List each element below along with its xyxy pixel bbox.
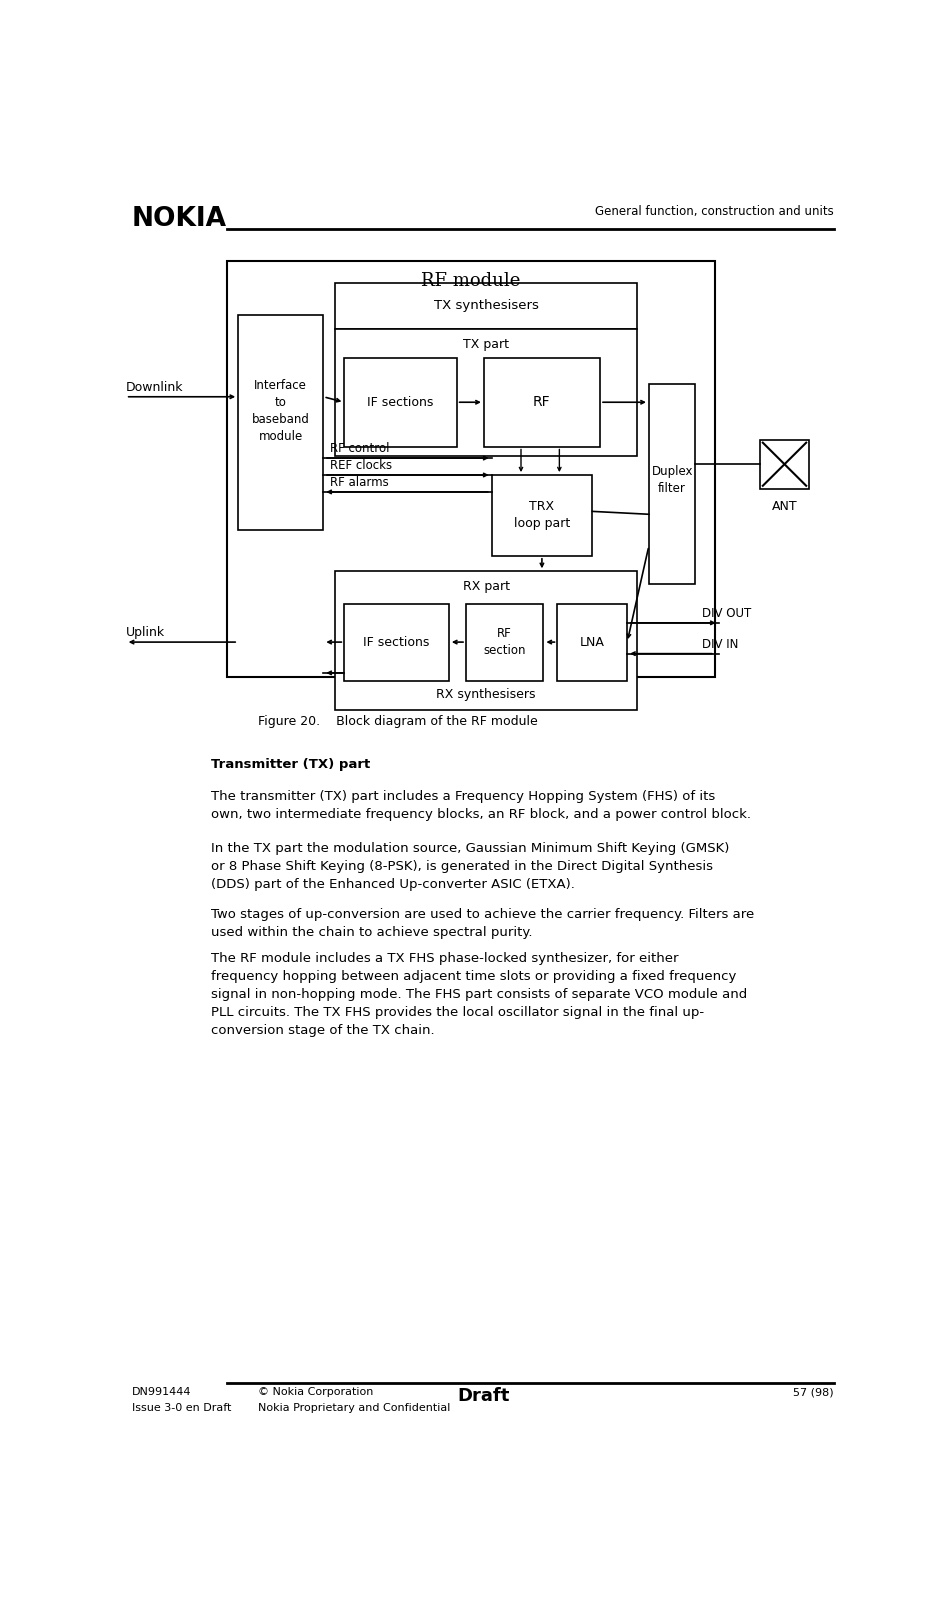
- Text: Interface
to
baseband
module: Interface to baseband module: [252, 378, 310, 442]
- Text: General function, construction and units: General function, construction and units: [596, 206, 834, 219]
- Text: Downlink: Downlink: [126, 380, 183, 394]
- FancyBboxPatch shape: [335, 572, 637, 709]
- Text: RF control: RF control: [329, 442, 389, 455]
- FancyBboxPatch shape: [345, 358, 457, 447]
- Text: 57 (98): 57 (98): [794, 1388, 834, 1397]
- Text: DIV IN: DIV IN: [701, 637, 738, 650]
- Text: RF alarms: RF alarms: [329, 476, 388, 489]
- Text: The transmitter (TX) part includes a Frequency Hopping System (FHS) of its
own, : The transmitter (TX) part includes a Fre…: [211, 791, 751, 821]
- Text: Duplex
filter: Duplex filter: [651, 465, 693, 495]
- FancyBboxPatch shape: [466, 604, 544, 680]
- Text: Issue 3-0 en Draft: Issue 3-0 en Draft: [132, 1402, 231, 1413]
- FancyBboxPatch shape: [484, 358, 600, 447]
- FancyBboxPatch shape: [227, 260, 715, 677]
- Text: TRX
loop part: TRX loop part: [514, 500, 570, 530]
- Text: RF: RF: [533, 394, 550, 409]
- Text: Draft: Draft: [458, 1388, 510, 1405]
- Text: NOKIA: NOKIA: [132, 206, 227, 232]
- FancyBboxPatch shape: [492, 474, 592, 556]
- Text: RF module: RF module: [421, 273, 520, 291]
- Text: RF
section: RF section: [483, 628, 526, 656]
- Text: In the TX part the modulation source, Gaussian Minimum Shift Keying (GMSK)
or 8 : In the TX part the modulation source, Ga…: [211, 842, 730, 891]
- Text: Uplink: Uplink: [126, 626, 165, 639]
- FancyBboxPatch shape: [557, 604, 627, 680]
- Text: RX synthesisers: RX synthesisers: [436, 688, 536, 701]
- Text: DN991444: DN991444: [132, 1388, 192, 1397]
- Text: Transmitter (TX) part: Transmitter (TX) part: [211, 757, 370, 771]
- Text: IF sections: IF sections: [363, 636, 430, 648]
- Text: The RF module includes a TX FHS phase-locked synthesizer, for either
frequency h: The RF module includes a TX FHS phase-lo…: [211, 952, 748, 1038]
- Text: RX part: RX part: [463, 580, 510, 594]
- Text: DIV OUT: DIV OUT: [701, 607, 750, 620]
- Text: REF clocks: REF clocks: [329, 458, 392, 473]
- Text: Two stages of up-conversion are used to achieve the carrier frequency. Filters a: Two stages of up-conversion are used to …: [211, 907, 754, 939]
- FancyBboxPatch shape: [238, 315, 324, 530]
- FancyBboxPatch shape: [649, 385, 696, 585]
- Text: IF sections: IF sections: [367, 396, 433, 409]
- FancyBboxPatch shape: [760, 439, 809, 489]
- Text: Figure 20.    Block diagram of the RF module: Figure 20. Block diagram of the RF modul…: [258, 715, 537, 728]
- FancyBboxPatch shape: [335, 283, 637, 329]
- Text: LNA: LNA: [580, 636, 605, 648]
- Text: TX synthesisers: TX synthesisers: [433, 299, 539, 311]
- Text: © Nokia Corporation: © Nokia Corporation: [258, 1388, 373, 1397]
- Text: ANT: ANT: [771, 500, 798, 513]
- FancyBboxPatch shape: [335, 329, 637, 455]
- Text: Nokia Proprietary and Confidential: Nokia Proprietary and Confidential: [258, 1402, 450, 1413]
- FancyBboxPatch shape: [345, 604, 449, 680]
- Text: TX part: TX part: [464, 339, 509, 351]
